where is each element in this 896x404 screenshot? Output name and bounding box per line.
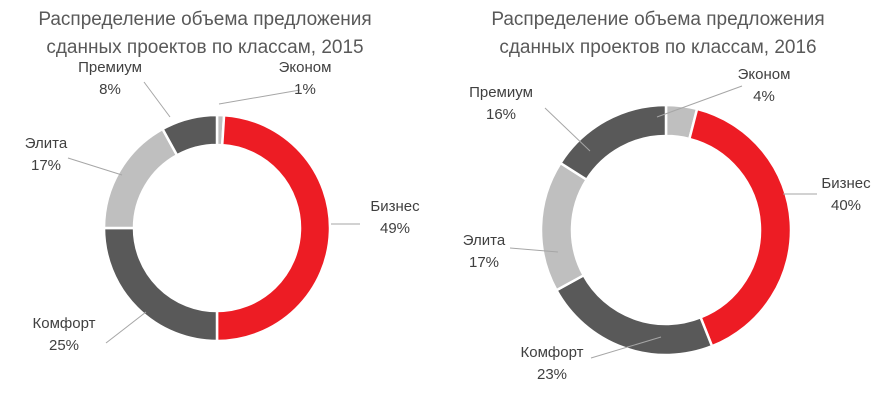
chart-title-line-1: Распределение объема предложения [38, 9, 372, 30]
slice-premium [558, 103, 668, 182]
slice-value-label-business: 40% [831, 197, 861, 214]
slice-name-label-premium: Премиум [78, 59, 142, 76]
slice-comfort [102, 226, 219, 343]
leader-line-elite [509, 247, 559, 253]
chart-title-line-1: Распределение объема предложения [491, 9, 825, 30]
chart-title-line-2: сданных проектов по классам, 2015 [46, 37, 364, 58]
slice-name-label-comfort: Комфорт [521, 344, 584, 361]
slice-value-label-business: 49% [380, 220, 410, 237]
slice-name-label-elite: Элита [25, 135, 68, 152]
chart-title-line-2: сданных проектов по классам, 2016 [499, 37, 817, 58]
leader-line-econom [656, 85, 743, 118]
slice-value-label-comfort: 25% [49, 337, 79, 354]
slice-value-label-premium: 16% [486, 106, 516, 123]
slice-value-label-elite: 17% [31, 157, 61, 174]
slice-name-label-comfort: Комфорт [33, 315, 96, 332]
donut-chart-2016: Распределение объема предложения сданных… [448, 0, 896, 404]
slice-value-label-elite: 17% [469, 254, 499, 271]
chart-title: Распределение объема предложения сданных… [0, 6, 410, 62]
slice-elite [102, 127, 179, 230]
chart-title: Распределение объема предложения сданных… [453, 6, 863, 62]
slice-name-label-premium: Премиум [469, 84, 533, 101]
slice-name-label-business: Бизнес [821, 175, 871, 192]
slice-value-label-econom: 4% [753, 88, 775, 105]
leader-line-premium [544, 107, 591, 152]
slice-premium [160, 113, 219, 157]
slice-value-label-comfort: 23% [537, 366, 567, 383]
slice-elite [539, 161, 589, 292]
leader-line-comfort [105, 311, 147, 344]
slice-name-label-business: Бизнес [370, 198, 420, 215]
donut-chart-2015: Распределение объема предложения сданных… [0, 6, 420, 354]
slice-value-label-econom: 1% [294, 81, 316, 98]
leader-line-premium [143, 81, 171, 118]
leader-line-econom [218, 89, 301, 105]
donut-plot-2016: Эконом 4% Бизнес 40% Комфорт 23% Элита 17% Преми… [463, 66, 871, 383]
slice-value-label-premium: 8% [99, 81, 121, 98]
leader-line-comfort [590, 336, 662, 359]
donut-plot-2015: Эконом 1% Бизнес 49% Комфорт 25% Элита 17% Преми… [25, 59, 420, 354]
slice-name-label-econom: Эконом [738, 66, 791, 83]
leader-line-elite [67, 157, 123, 176]
slice-business [215, 113, 332, 343]
slice-name-label-elite: Элита [463, 232, 506, 249]
slice-name-label-econom: Эконом [279, 59, 332, 76]
slice-business [687, 107, 793, 348]
